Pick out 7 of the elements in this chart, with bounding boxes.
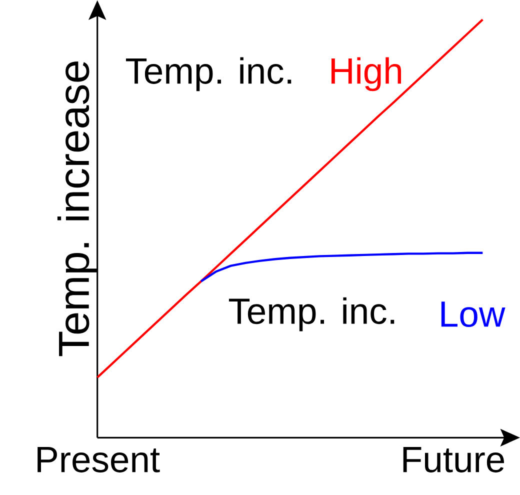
x-tick-label: Present <box>38 447 160 472</box>
x-tick-label: Future <box>403 447 504 472</box>
annotation: Temp. inc. <box>126 57 292 92</box>
series-label: Low <box>441 302 506 328</box>
series-label: High <box>332 57 402 92</box>
annotation: Temp. inc. <box>228 297 394 332</box>
y-axis-title: Temp. increase <box>57 61 98 356</box>
